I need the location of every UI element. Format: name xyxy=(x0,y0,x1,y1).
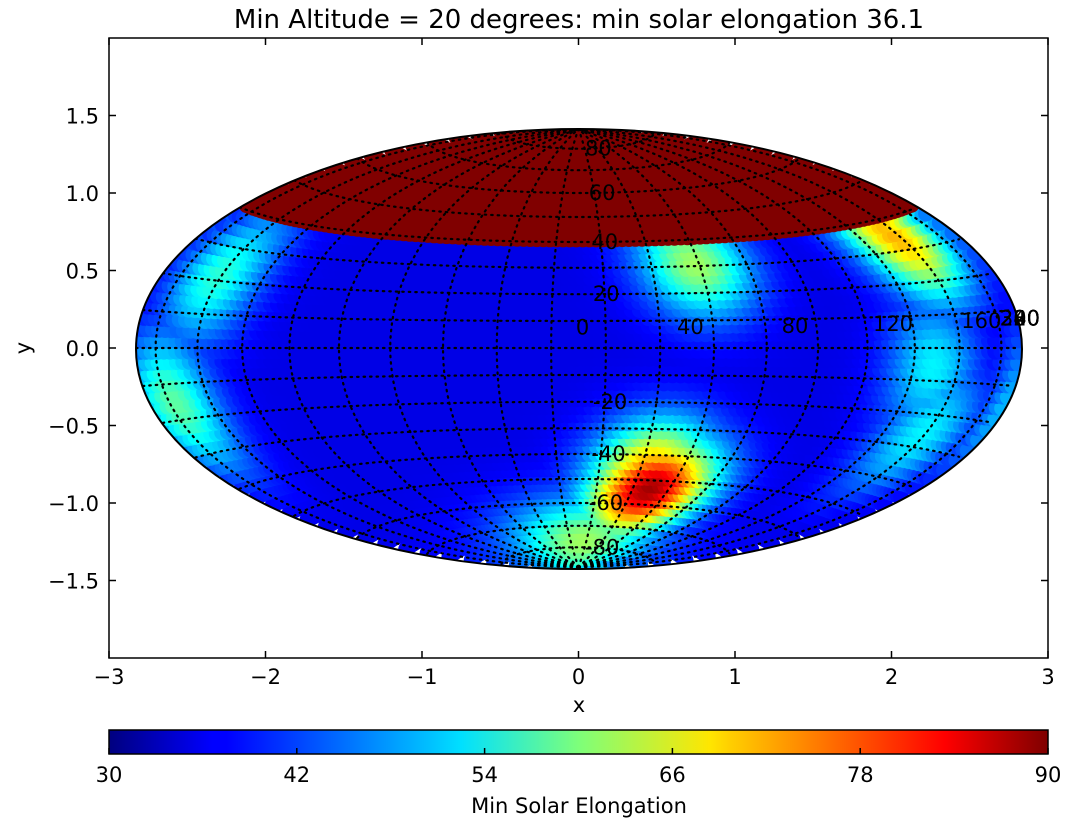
chart-title: Min Altitude = 20 degrees: min solar elo… xyxy=(234,5,924,35)
